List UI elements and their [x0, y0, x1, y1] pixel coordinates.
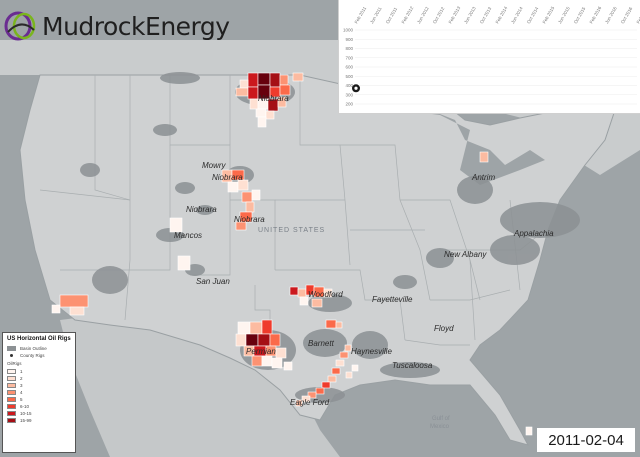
y-tick-label: 600	[345, 65, 353, 70]
legend-class-row: 3	[7, 382, 71, 389]
legend-swatch	[7, 418, 16, 423]
legend-class-label: 10-15	[20, 411, 32, 416]
x-tick-label: Jun 2011	[369, 6, 383, 25]
oil-rigs-label: OilRigs	[7, 361, 22, 366]
brand-logo: MudrockEnergy	[4, 6, 230, 46]
legend-class-row: 4	[7, 389, 71, 396]
y-tick-label: 800	[345, 46, 353, 51]
basin-label: Permian	[246, 347, 276, 356]
y-tick-label: 400	[345, 83, 353, 88]
x-tick-label: Jun 2016	[604, 6, 618, 25]
gulf-label-2: Mexico	[430, 424, 450, 430]
map-legend: US Horizontal Oil Rigs Basin Outline Cou…	[2, 332, 76, 453]
y-tick-label: 300	[345, 92, 353, 97]
basin-labels: Niobrara Mowry Niobrara Niobrara Niobrar…	[174, 94, 554, 407]
legend-swatch	[7, 376, 16, 381]
y-tick-label: 700	[345, 55, 353, 60]
basin-label: New Albany	[444, 250, 487, 259]
basin-label: Barnett	[308, 339, 335, 348]
legend-class-row: 1	[7, 368, 71, 375]
basin-swatch	[7, 346, 16, 351]
basin-label: Fayetteville	[372, 295, 413, 304]
legend-title: US Horizontal Oil Rigs	[7, 336, 71, 342]
x-tick-label: Feb 2015	[542, 5, 556, 24]
x-tick-label: Oct 2015	[573, 6, 587, 25]
basin-label: Niobrara	[186, 205, 217, 214]
county-rigs-label: County Rigs	[20, 353, 45, 358]
y-tick-label: 500	[345, 74, 353, 79]
y-tick-label: 900	[345, 37, 353, 42]
timeline-marker-dot	[354, 86, 358, 90]
legend-swatch	[7, 397, 16, 402]
basin-label: Antrim	[471, 173, 495, 182]
x-tick-label: Feb 2017	[636, 5, 640, 24]
great-lakes	[400, 110, 545, 185]
basin-label: Niobrara	[234, 215, 265, 224]
legend-swatch	[7, 404, 16, 409]
x-tick-label: Jun 2014	[510, 6, 524, 25]
basin-label: Mowry	[202, 161, 227, 170]
x-tick-label: Feb 2012	[401, 5, 415, 24]
legend-class-label: 15-99	[20, 418, 32, 423]
legend-swatch	[7, 411, 16, 416]
country-label: UNITED STATES	[258, 227, 325, 234]
x-tick-label: Feb 2013	[448, 5, 462, 24]
basin-label: Haynesville	[351, 347, 392, 356]
x-tick-label: Oct 2014	[526, 6, 540, 25]
x-tick-label: Feb 2014	[495, 5, 509, 24]
legend-swatch	[7, 369, 16, 374]
legend-class-label: 4	[20, 390, 23, 395]
basin-label: Niobrara	[258, 94, 289, 103]
basin-label: Mancos	[174, 231, 202, 240]
legend-swatch	[7, 383, 16, 388]
rig-count-chart[interactable]: 1000 900 800 700 600 500 400 300 200 Feb 2011 Jun …	[338, 0, 640, 114]
mudrock-logo-icon	[4, 11, 36, 41]
basin-label: Tuscaloosa	[392, 361, 433, 370]
x-tick-label: Oct 2011	[385, 6, 399, 24]
county-rigs-dot-icon	[10, 354, 13, 357]
y-tick-label: 200	[345, 102, 353, 107]
legend-class-row: 5	[7, 396, 71, 403]
x-tick-label: Jun 2015	[557, 6, 571, 25]
y-tick-label: 1000	[343, 28, 354, 33]
legend-class-label: 6-10	[20, 404, 30, 409]
x-tick-label: Oct 2016	[620, 6, 634, 25]
x-tick-label: Oct 2012	[432, 6, 446, 25]
legend-class-label: 3	[20, 383, 23, 388]
x-tick-label: Feb 2016	[589, 5, 603, 24]
basin-outline-label: Basin Outline	[20, 346, 47, 351]
basin-label: Niobrara	[212, 173, 243, 182]
legend-basin-outline: Basin Outline	[7, 345, 71, 352]
legend-swatch	[7, 390, 16, 395]
county-rigs	[51, 72, 533, 436]
legend-class-row: 15-99	[7, 417, 71, 424]
logo-wordmark: MudrockEnergy	[42, 11, 230, 41]
mexico-land	[60, 310, 340, 457]
x-tick-label: Jun 2013	[463, 6, 477, 25]
basin-label: Appalachia	[513, 229, 554, 238]
current-date: 2011-02-04	[537, 428, 635, 452]
legend-class-label: 2	[20, 376, 23, 381]
x-tick-label: Jun 2012	[416, 6, 430, 25]
x-tick-label: Feb 2011	[354, 5, 368, 24]
legend-class-label: 1	[20, 369, 23, 374]
legend-class-row: 10-15	[7, 410, 71, 417]
basin-label: San Juan	[196, 277, 230, 286]
legend-class-row: 6-10	[7, 403, 71, 410]
legend-class-row: 2	[7, 375, 71, 382]
legend-county-rigs: County Rigs	[7, 352, 71, 359]
x-tick-label: Oct 2013	[479, 6, 493, 25]
legend-class-label: 5	[20, 397, 23, 402]
legend-classes: 1 2 3 4 5 6-10 10-15 15-99	[7, 368, 71, 424]
basin-label: Eagle Ford	[290, 398, 330, 407]
basin-label: Woodford	[308, 290, 343, 299]
gulf-label-1: Gulf of	[432, 416, 450, 422]
basin-label: Floyd	[434, 324, 454, 333]
